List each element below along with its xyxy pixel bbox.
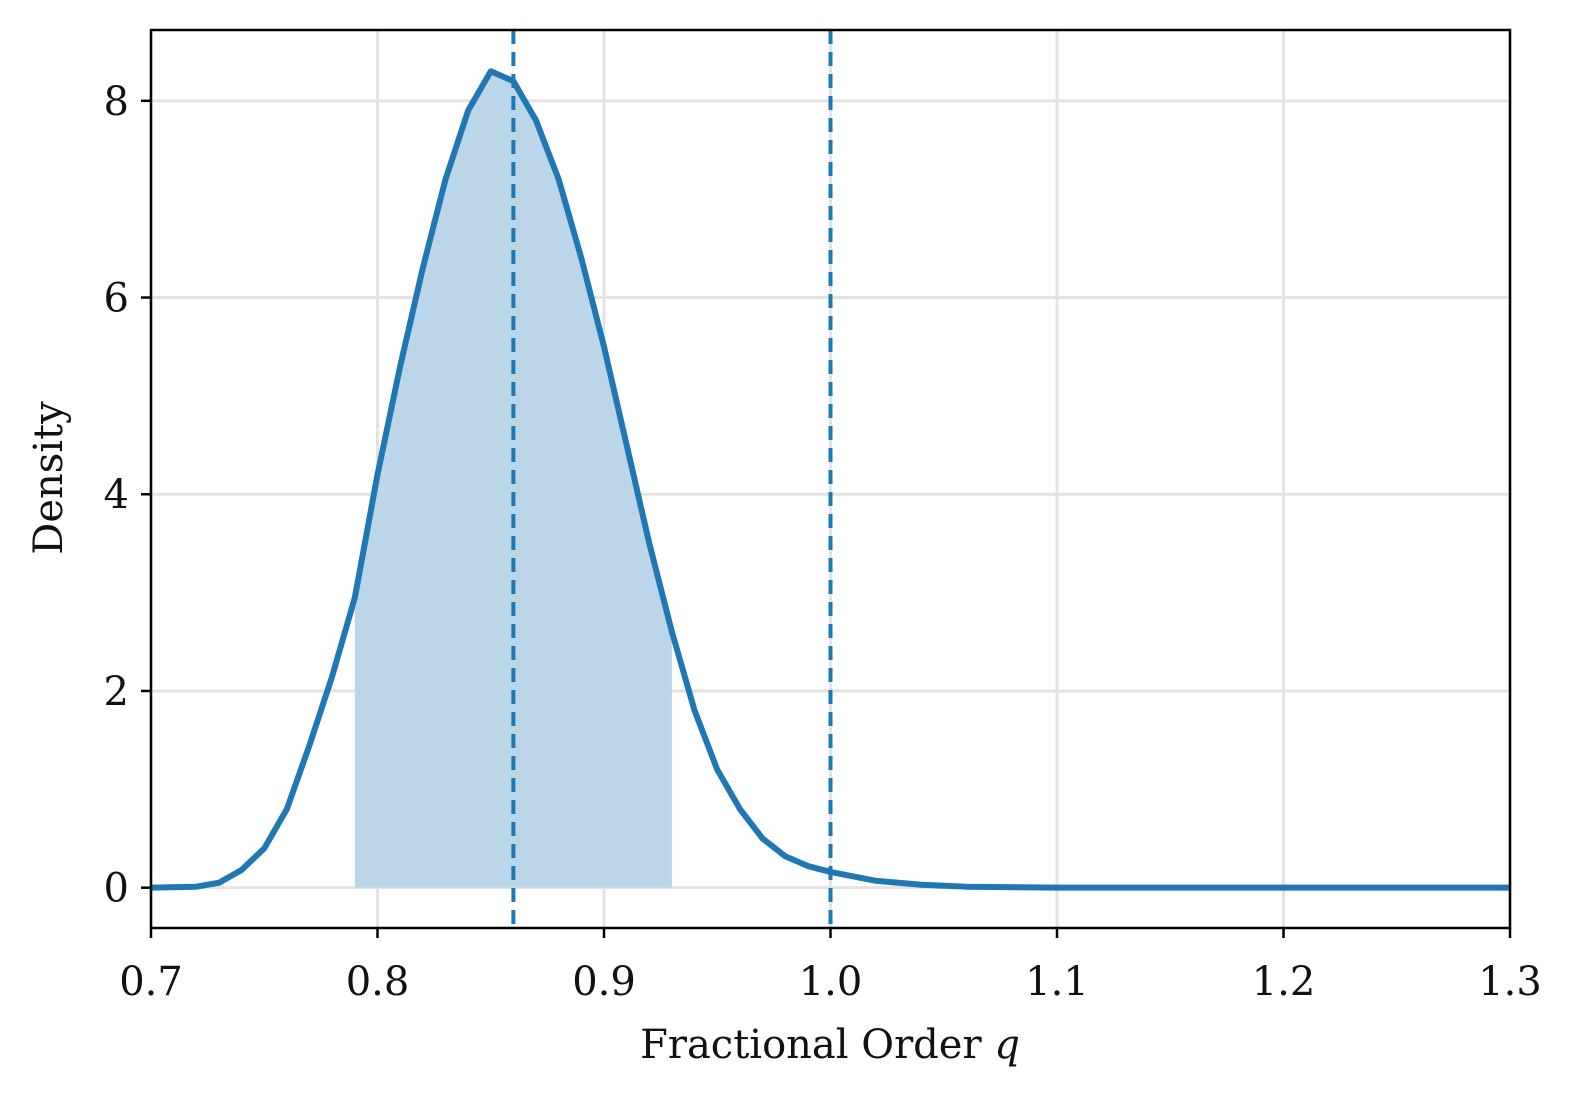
y-axis-label: Density (26, 401, 72, 555)
x-tick-label: 1.0 (799, 959, 863, 1005)
y-tick-label: 8 (104, 79, 129, 125)
x-tick-label: 0.9 (572, 959, 636, 1005)
x-tick-label: 1.2 (1252, 959, 1316, 1005)
plot-frame (149, 28, 1512, 930)
x-tick-label: 1.1 (1025, 959, 1089, 1005)
x-axis-label: Fractional Order q (640, 1022, 1020, 1068)
y-tick-label: 2 (104, 669, 129, 715)
x-tick-label: 0.7 (119, 959, 183, 1005)
y-tick-label: 4 (104, 472, 129, 518)
density-line (150, 68, 1510, 891)
x-tick-label: 0.8 (346, 959, 410, 1005)
y-tick-label: 6 (104, 276, 129, 322)
y-tick-label: 0 (104, 866, 129, 912)
x-tick-label: 1.3 (1478, 959, 1542, 1005)
